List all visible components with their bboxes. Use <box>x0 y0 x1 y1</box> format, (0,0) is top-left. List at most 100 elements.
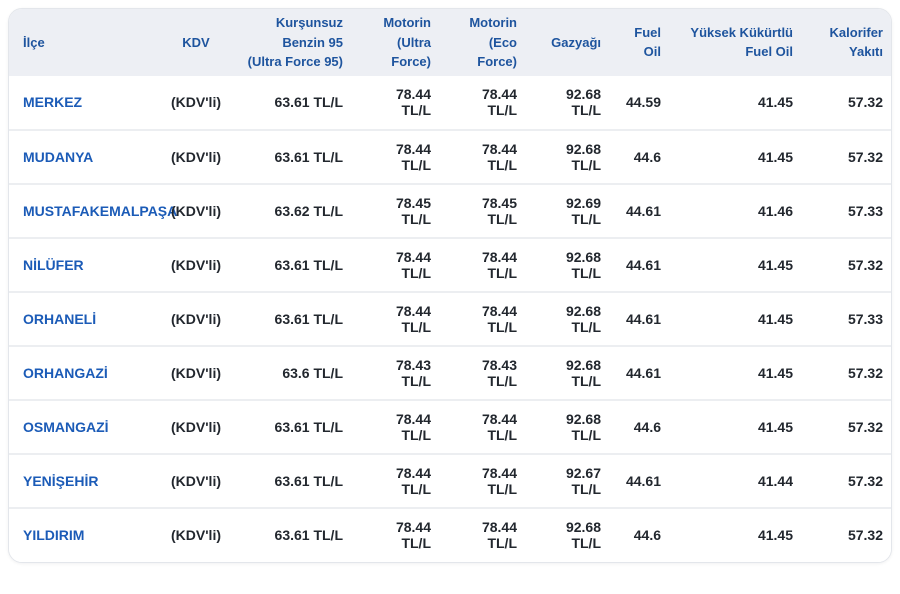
price-cell: 57.32 <box>803 452 891 508</box>
price-cell: 57.33 <box>803 290 891 346</box>
price-cell: 78.44 TL/L <box>353 506 441 562</box>
price-cell: 63.6 TL/L <box>235 344 353 400</box>
table-row: MERKEZ (KDV'li) 63.61 TL/L 78.44 TL/L 78.44 … <box>9 75 891 130</box>
district-link[interactable]: ORHANELİ <box>23 310 97 327</box>
district-link[interactable]: ORHANGAZİ <box>23 364 108 381</box>
price-cell: 78.43 TL/L <box>441 344 527 400</box>
price-cell: 78.44 TL/L <box>441 290 527 346</box>
price-cell: 41.45 <box>671 75 803 130</box>
kdv-cell: (KDV'li) <box>157 75 235 130</box>
price-cell: 57.32 <box>803 236 891 292</box>
table-row: YENİŞEHİR (KDV'li) 63.61 TL/L 78.44 TL/L 78.… <box>9 452 891 508</box>
price-cell: 44.6 <box>611 128 671 184</box>
district-cell: YILDIRIM <box>9 506 157 562</box>
price-cell: 92.67 TL/L <box>527 452 611 508</box>
price-cell: 44.61 <box>611 344 671 400</box>
price-cell: 78.43 TL/L <box>353 344 441 400</box>
district-cell: YENİŞEHİR <box>9 452 157 508</box>
district-link[interactable]: MUDANYA <box>23 148 94 165</box>
price-cell: 78.45 TL/L <box>441 182 527 238</box>
price-cell: 63.61 TL/L <box>235 290 353 346</box>
price-cell: 92.68 TL/L <box>527 236 611 292</box>
price-cell: 41.45 <box>671 290 803 346</box>
price-cell: 41.46 <box>671 182 803 238</box>
price-cell: 92.69 TL/L <box>527 182 611 238</box>
kdv-cell: (KDV'li) <box>157 236 235 292</box>
price-cell: 44.6 <box>611 398 671 454</box>
column-header-yuksek-kukurtlu-fuel-oil: Yüksek Kükürtlü Fuel Oil <box>671 9 803 76</box>
district-link[interactable]: MUSTAFAKEMALPAŞA <box>23 202 178 219</box>
price-cell: 57.32 <box>803 506 891 562</box>
price-cell: 63.61 TL/L <box>235 75 353 130</box>
table-row: OSMANGAZİ (KDV'li) 63.61 TL/L 78.44 TL/L 78.… <box>9 398 891 454</box>
kdv-cell: (KDV'li) <box>157 128 235 184</box>
column-header-kalorifer-yakiti: Kalorifer Yakıtı <box>803 9 891 76</box>
price-cell: 44.61 <box>611 182 671 238</box>
price-cell: 57.32 <box>803 398 891 454</box>
price-cell: 78.44 TL/L <box>353 128 441 184</box>
price-cell: 92.68 TL/L <box>527 398 611 454</box>
table-row: NİLÜFER (KDV'li) 63.61 TL/L 78.44 TL/L 78.44… <box>9 236 891 292</box>
district-link[interactable]: YILDIRIM <box>23 527 85 543</box>
kdv-cell: (KDV'li) <box>157 290 235 346</box>
table-row: MUSTAFAKEMALPAŞA (KDV'li) 63.62 TL/L 78.45 … <box>9 182 891 238</box>
price-cell: 63.61 TL/L <box>235 398 353 454</box>
price-cell: 63.61 TL/L <box>235 236 353 292</box>
price-cell: 78.44 TL/L <box>441 75 527 130</box>
column-header-ilce: İlçe <box>9 9 157 76</box>
column-header-fuel-oil: Fuel Oil <box>611 9 671 76</box>
price-cell: 78.44 TL/L <box>441 506 527 562</box>
column-header-motorin-ultra-force: Motorin (Ultra Force) <box>353 9 441 76</box>
fuel-price-card: İlçe KDV Kurşunsuz Benzin 95 (Ultra Force … <box>8 8 892 563</box>
price-cell: 41.45 <box>671 398 803 454</box>
price-cell: 92.68 TL/L <box>527 75 611 130</box>
price-cell: 44.61 <box>611 290 671 346</box>
kdv-cell: (KDV'li) <box>157 398 235 454</box>
price-cell: 41.45 <box>671 128 803 184</box>
price-cell: 92.68 TL/L <box>527 344 611 400</box>
price-cell: 44.59 <box>611 75 671 130</box>
price-cell: 78.44 TL/L <box>441 398 527 454</box>
price-cell: 63.62 TL/L <box>235 182 353 238</box>
column-header-gazyagi: Gazyağı <box>527 9 611 76</box>
district-cell: NİLÜFER <box>9 236 157 292</box>
price-cell: 41.44 <box>671 452 803 508</box>
price-cell: 78.44 TL/L <box>353 452 441 508</box>
price-cell: 78.45 TL/L <box>353 182 441 238</box>
header-row: İlçe KDV Kurşunsuz Benzin 95 (Ultra Force … <box>9 9 891 76</box>
district-cell: MUDANYA <box>9 128 157 184</box>
price-cell: 92.68 TL/L <box>527 506 611 562</box>
kdv-cell: (KDV'li) <box>157 182 235 238</box>
district-cell: ORHANGAZİ <box>9 344 157 400</box>
kdv-cell: (KDV'li) <box>157 344 235 400</box>
column-header-motorin-eco-force: Motorin (Eco Force) <box>441 9 527 76</box>
district-link[interactable]: NİLÜFER <box>23 256 84 273</box>
table-row: YILDIRIM (KDV'li) 63.61 TL/L 78.44 TL/L 78.4… <box>9 506 891 562</box>
column-header-kdv: KDV <box>157 9 235 76</box>
price-cell: 78.44 TL/L <box>441 128 527 184</box>
price-cell: 78.44 TL/L <box>353 398 441 454</box>
district-cell: ORHANELİ <box>9 290 157 346</box>
price-cell: 41.45 <box>671 506 803 562</box>
price-cell: 44.6 <box>611 506 671 562</box>
price-cell: 44.61 <box>611 236 671 292</box>
district-cell: MUSTAFAKEMALPAŞA <box>9 182 177 238</box>
kdv-cell: (KDV'li) <box>157 452 235 508</box>
price-cell: 78.44 TL/L <box>353 75 441 130</box>
price-cell: 78.44 TL/L <box>353 236 441 292</box>
table-body: MERKEZ (KDV'li) 63.61 TL/L 78.44 TL/L 78.44 … <box>9 75 891 562</box>
district-link[interactable]: YENİŞEHİR <box>23 472 99 489</box>
price-cell: 78.44 TL/L <box>441 236 527 292</box>
kdv-cell: (KDV'li) <box>157 506 235 562</box>
price-cell: 57.33 <box>803 182 891 238</box>
price-cell: 78.44 TL/L <box>353 290 441 346</box>
district-link[interactable]: OSMANGAZİ <box>23 418 109 435</box>
price-cell: 63.61 TL/L <box>235 506 353 562</box>
price-cell: 57.32 <box>803 128 891 184</box>
district-cell: OSMANGAZİ <box>9 398 157 454</box>
fuel-price-table: İlçe KDV Kurşunsuz Benzin 95 (Ultra Force … <box>9 9 891 562</box>
price-cell: 41.45 <box>671 236 803 292</box>
price-cell: 63.61 TL/L <box>235 128 353 184</box>
price-cell: 44.61 <box>611 452 671 508</box>
district-link[interactable]: MERKEZ <box>23 94 83 110</box>
